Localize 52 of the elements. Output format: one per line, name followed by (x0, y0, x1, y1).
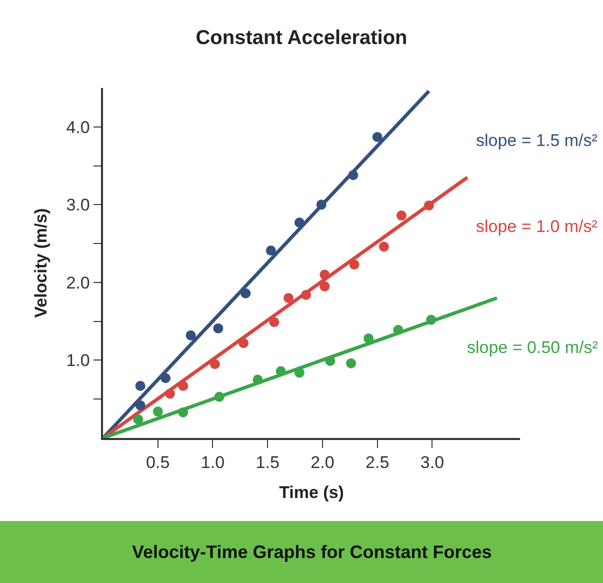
point (294, 368, 304, 378)
x-tick-label: 2.0 (310, 453, 334, 472)
y-tick-label: 1.0 (66, 351, 90, 370)
point (186, 330, 196, 340)
point (252, 374, 263, 385)
x-tick-label: 1.0 (200, 453, 225, 472)
x-tick-label: 0.5 (146, 453, 170, 472)
point (214, 392, 224, 402)
point (160, 373, 171, 384)
point (210, 359, 220, 370)
point (348, 170, 358, 180)
point (178, 407, 188, 418)
x-tick-label: 1.5 (256, 453, 280, 472)
point (396, 210, 406, 221)
point (164, 388, 175, 399)
point (178, 380, 188, 391)
y-tick-label: 4.0 (66, 118, 90, 137)
point (378, 242, 389, 252)
point (372, 132, 382, 142)
point (238, 338, 248, 348)
point (301, 290, 312, 300)
point (424, 200, 434, 210)
point (283, 293, 294, 303)
x-axis-title: Time (s) (279, 483, 344, 502)
point (135, 400, 146, 410)
point (294, 218, 304, 228)
text: Velocity-Time Graphs for Constant Forces (132, 542, 492, 562)
point (152, 406, 163, 417)
y-tick-label: 2.0 (66, 273, 90, 292)
point (364, 333, 374, 344)
point (346, 358, 356, 368)
point (135, 380, 146, 391)
chart-title: Constant Acceleration (196, 27, 408, 49)
series-label: slope = 0.50 m/s² (467, 338, 598, 357)
x-tick-label: 2.5 (366, 453, 390, 472)
point (133, 414, 144, 424)
point (213, 323, 224, 334)
point (269, 317, 280, 328)
text: slope = 1.0 m/s² (476, 217, 598, 236)
x-tick-label: 3.0 (420, 453, 444, 472)
point (320, 270, 330, 280)
point (316, 200, 326, 210)
point (325, 356, 336, 366)
point (266, 246, 276, 256)
point (426, 314, 436, 325)
point (320, 281, 330, 292)
point (393, 324, 404, 335)
y-axis-title: Velocity (m/s) (31, 208, 50, 318)
point (349, 260, 360, 270)
text: slope = 1.5 m/s² (476, 131, 598, 150)
y-tick-label: 3.0 (66, 196, 90, 215)
point (240, 288, 251, 298)
